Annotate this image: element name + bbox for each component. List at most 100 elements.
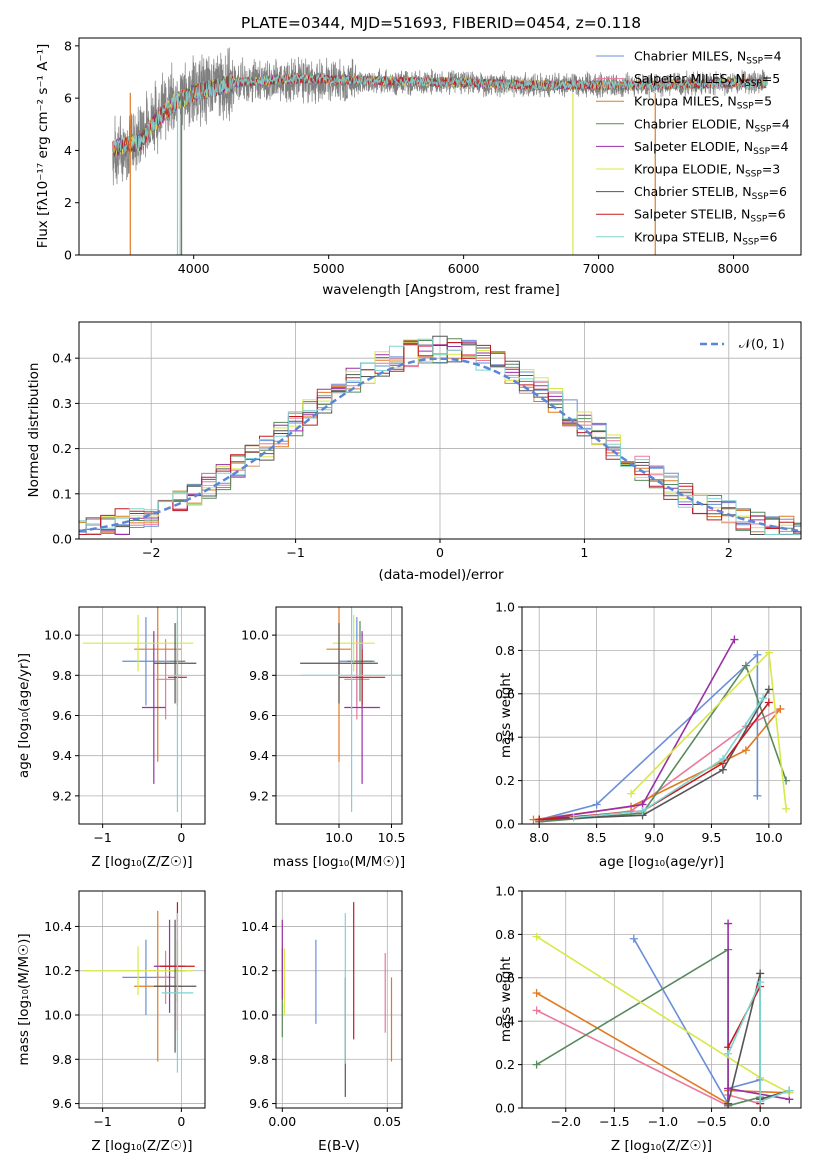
series-point-kroupa_elodie bbox=[764, 648, 773, 657]
residual-histograms bbox=[79, 335, 801, 535]
ytick-label: 0.8 bbox=[495, 927, 515, 942]
xtick-label: 9.5 bbox=[701, 830, 721, 845]
ytick-label: 0.0 bbox=[495, 1101, 515, 1116]
series-point-salpeter_stelib bbox=[535, 815, 544, 824]
residual-ytick-label: 0.1 bbox=[52, 486, 72, 501]
series-point-kroupa_stelib bbox=[756, 1097, 765, 1106]
ytick-label: 9.8 bbox=[249, 1052, 269, 1067]
spectrum-ytick-label: 2 bbox=[64, 195, 72, 210]
series-point-chabrier_stelib bbox=[756, 969, 765, 978]
ytick-label: 1.0 bbox=[495, 884, 515, 899]
series-point-kroupa_elodie bbox=[627, 789, 636, 798]
ytick-label: 0.2 bbox=[495, 1057, 515, 1072]
xtick-label: −0.5 bbox=[696, 1114, 726, 1129]
ytick-label: 0.6 bbox=[495, 970, 515, 985]
plot-marks bbox=[529, 635, 791, 824]
axes-frame bbox=[521, 606, 802, 825]
ytick-label: 9.2 bbox=[52, 788, 72, 803]
ytick-label: 0.2 bbox=[495, 773, 515, 788]
series-point-chabrier_elodie bbox=[532, 1060, 541, 1069]
ytick-label: 9.8 bbox=[52, 668, 72, 683]
series-point-kroupa_stelib bbox=[569, 813, 578, 822]
series-point-kroupa_miles bbox=[776, 704, 785, 713]
series-point-kroupa_stelib bbox=[785, 1086, 794, 1095]
xtick-label: 0.05 bbox=[373, 1114, 401, 1129]
residual-xtick-label: −2 bbox=[142, 545, 160, 560]
age-vs-metallicity-panel: −1 0 9.2 9.4 9.6 9.8 10.0 Z [log₁₀(Z/Z☉)] age [l… bbox=[16, 606, 206, 870]
ytick-label: 0.4 bbox=[495, 1014, 515, 1029]
mass-weight-vs-age-panel: 8.0 8.5 9.0 9.5 10.0 0.0 0.2 0.4 0.6 0.8 1.0 age [l… bbox=[495, 600, 802, 870]
spectrum-xtick-label: 4000 bbox=[178, 261, 210, 276]
axes-frame bbox=[521, 890, 802, 1109]
ytick-label: 9.8 bbox=[52, 1052, 72, 1067]
xtick-label: −1.0 bbox=[648, 1114, 678, 1129]
series-point-kroupa_stelib bbox=[638, 806, 647, 815]
spectrum-legend: Chabrier MILES, NSSP=4 Salpeter MILES, NS… bbox=[596, 49, 790, 247]
spectrum-ytick-label: 6 bbox=[64, 91, 72, 106]
histogram-kroupa_stelib bbox=[79, 338, 801, 535]
legend-label-chabrier_miles: Chabrier MILES, NSSP=4 bbox=[634, 49, 782, 67]
mass-weight-vs-metallicity-panel: −2.0 −1.5 −1.0 −0.5 0.0 0.0 0.2 0.4 0.6 0.8 1.0 Z [… bbox=[495, 884, 802, 1154]
xtick-label: 0.0 bbox=[750, 1114, 770, 1129]
plot-marks bbox=[82, 902, 197, 1073]
spectrum-ytick-label: 4 bbox=[64, 143, 72, 158]
plot-marks bbox=[281, 902, 393, 1097]
normal-curve bbox=[79, 357, 799, 533]
legend-label-salpeter_elodie: Salpeter ELODIE, NSSP=4 bbox=[634, 139, 789, 157]
xtick-label: −1 bbox=[93, 1114, 111, 1129]
ytick-label: 9.6 bbox=[249, 708, 269, 723]
spectrum-ylabel: Flux [fλ10⁻¹⁷ erg cm⁻² s⁻¹ A⁻¹] bbox=[35, 44, 51, 249]
legend-label-salpeter_miles: Salpeter MILES, NSSP=5 bbox=[634, 71, 780, 89]
residual-ytick-label: 0.3 bbox=[52, 396, 72, 411]
residual-ytick-label: 0.4 bbox=[52, 351, 72, 366]
model-spectrum-kroupa_stelib bbox=[112, 73, 768, 155]
observed-spectrum-line bbox=[112, 47, 768, 255]
xtick-label: −1 bbox=[93, 830, 111, 845]
ytick-label: 10.0 bbox=[241, 1008, 269, 1023]
xlabel: Z [log₁₀(Z/Z☉)] bbox=[91, 854, 192, 870]
legend-label-kroupa_stelib: Kroupa STELIB, NSSP=6 bbox=[634, 229, 778, 247]
ytick-label: 10.4 bbox=[241, 919, 269, 934]
xtick-label: 10.0 bbox=[325, 830, 353, 845]
spectrum-ytick-label: 0 bbox=[64, 248, 72, 263]
series-line-kroupa_stelib bbox=[573, 697, 764, 819]
residual-ytick-label: 0.2 bbox=[52, 441, 72, 456]
series-point-kroupa_stelib bbox=[756, 978, 765, 987]
spectrum-panel: PLATE=0344, MJD=51693, FIBERID=0454, z=0… bbox=[35, 14, 802, 298]
xtick-label: −2.0 bbox=[551, 1114, 581, 1129]
ytick-label: 10.0 bbox=[44, 1008, 72, 1023]
spectrum-xtick-label: 7000 bbox=[583, 261, 615, 276]
spectrum-title: PLATE=0344, MJD=51693, FIBERID=0454, z=0… bbox=[241, 14, 641, 32]
residual-panel: −2 −1 0 1 2 0.0 0.1 0.2 0.3 0.4 (data-model)/erro… bbox=[26, 321, 802, 583]
age-vs-mass-panel: 10.0 10.5 9.2 9.4 9.6 9.8 10.0 mass [log₁₀(M/M☉… bbox=[241, 606, 406, 870]
histogram-salpeter_stelib bbox=[79, 342, 801, 535]
series-point-kroupa_stelib bbox=[718, 754, 727, 763]
spectrum-xtick-label: 6000 bbox=[448, 261, 480, 276]
series-point-salpeter_stelib bbox=[764, 698, 773, 707]
ylabel: age [log₁₀(age/yr)] bbox=[16, 653, 32, 778]
mass-vs-metallicity-panel: −1 0 9.6 9.8 10.0 10.2 10.4 Z [log₁₀(Z/Z☉)] mass… bbox=[16, 890, 206, 1154]
ytick-label: 9.4 bbox=[249, 748, 269, 763]
series-point-chabrier_miles bbox=[753, 791, 762, 800]
series-point-chabrier_stelib bbox=[764, 685, 773, 694]
xtick-label: −1.5 bbox=[599, 1114, 629, 1129]
xtick-label: 0 bbox=[177, 830, 185, 845]
series-point-kroupa_stelib bbox=[759, 694, 768, 703]
xtick-label: 10.5 bbox=[378, 830, 406, 845]
series-point-kroupa_elodie bbox=[782, 804, 791, 813]
ytick-label: 9.6 bbox=[249, 1096, 269, 1111]
spectrum-xlabel: wavelength [Angstrom, rest frame] bbox=[322, 282, 560, 298]
residual-xtick-label: 1 bbox=[580, 545, 588, 560]
ytick-label: 10.4 bbox=[44, 919, 72, 934]
xtick-label: 10.0 bbox=[755, 830, 783, 845]
series-point-chabrier_stelib bbox=[724, 1099, 733, 1108]
residual-xtick-label: −1 bbox=[286, 545, 304, 560]
residual-ytick-label: 0.0 bbox=[52, 532, 72, 547]
residual-ylabel: Normed distribution bbox=[26, 363, 42, 498]
xlabel: mass [log₁₀(M/M☉)] bbox=[273, 854, 405, 870]
mass-vs-extinction-panel: 0.00 0.05 9.6 9.8 10.0 10.2 10.4 E(B-V) bbox=[241, 890, 403, 1154]
ytick-label: 0.0 bbox=[495, 817, 515, 832]
legend-label-salpeter_stelib: Salpeter STELIB, NSSP=6 bbox=[634, 207, 786, 225]
series-line-salpeter_elodie bbox=[727, 923, 790, 1104]
residual-axes-frame bbox=[78, 321, 802, 540]
